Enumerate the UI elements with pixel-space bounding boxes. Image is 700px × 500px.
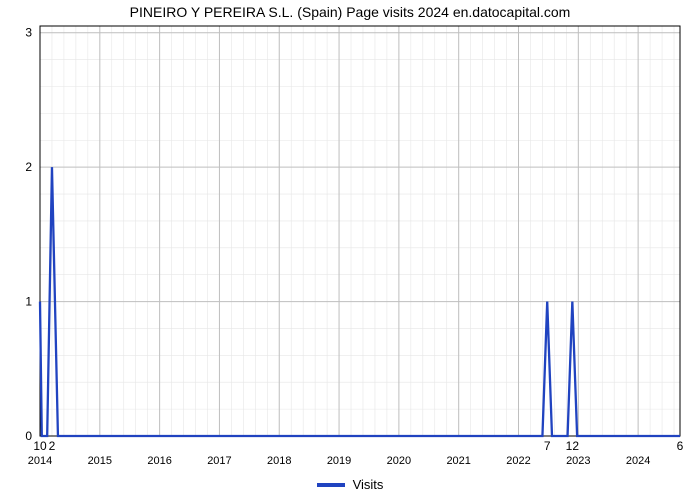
svg-text:2019: 2019 — [327, 455, 351, 467]
svg-text:3: 3 — [25, 26, 32, 40]
svg-text:12: 12 — [566, 439, 580, 453]
legend-swatch — [317, 483, 345, 487]
chart-title: PINEIRO Y PEREIRA S.L. (Spain) Page visi… — [0, 4, 700, 20]
svg-text:6: 6 — [677, 439, 684, 453]
svg-text:2014: 2014 — [28, 455, 52, 467]
chart-container: PINEIRO Y PEREIRA S.L. (Spain) Page visi… — [0, 0, 700, 500]
svg-text:7: 7 — [544, 439, 551, 453]
legend-label: Visits — [353, 477, 384, 492]
svg-text:2020: 2020 — [387, 455, 411, 467]
svg-text:0: 0 — [25, 429, 32, 443]
svg-text:2023: 2023 — [566, 455, 590, 467]
chart-plot: 0123201420152016201720182019202020212022… — [10, 22, 700, 482]
svg-text:2015: 2015 — [88, 455, 112, 467]
svg-text:2022: 2022 — [506, 455, 530, 467]
svg-text:2018: 2018 — [267, 455, 291, 467]
svg-text:2: 2 — [25, 160, 32, 174]
svg-text:10: 10 — [33, 439, 47, 453]
svg-text:1: 1 — [25, 295, 32, 309]
svg-text:2017: 2017 — [207, 455, 231, 467]
svg-text:2024: 2024 — [626, 455, 650, 467]
svg-text:2021: 2021 — [446, 455, 470, 467]
legend: Visits — [0, 476, 700, 492]
svg-text:2: 2 — [49, 439, 56, 453]
svg-text:2016: 2016 — [147, 455, 171, 467]
